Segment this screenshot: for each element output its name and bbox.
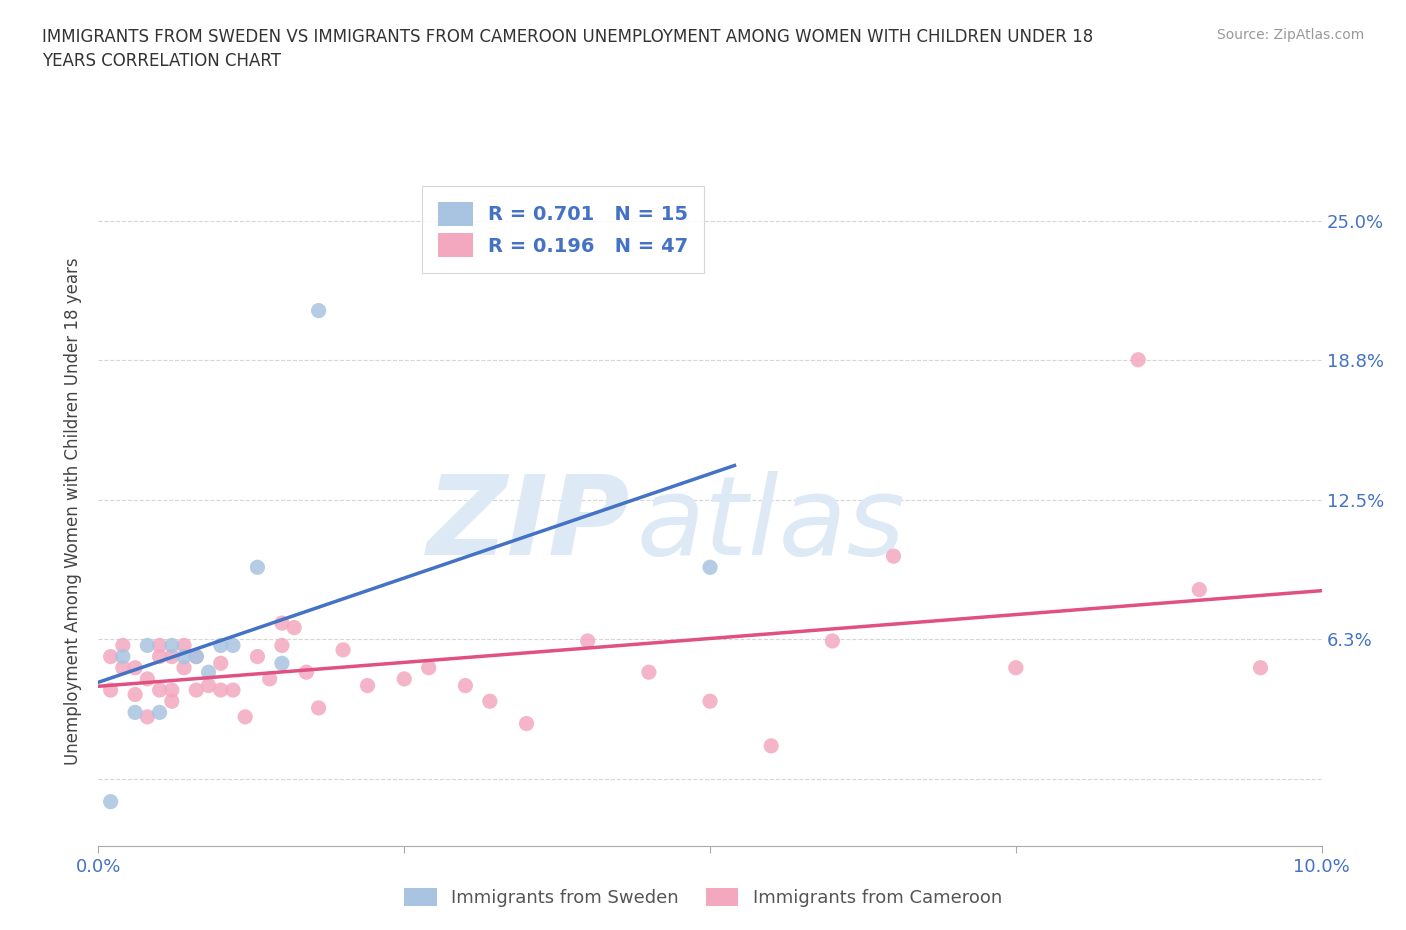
Point	[209, 656, 232, 671]
Point	[124, 705, 146, 720]
Point	[160, 638, 183, 653]
Point	[246, 649, 269, 664]
Legend: Immigrants from Sweden, Immigrants from Cameroon: Immigrants from Sweden, Immigrants from …	[395, 879, 1011, 916]
Point	[270, 616, 292, 631]
Point	[259, 671, 281, 686]
Text: IMMIGRANTS FROM SWEDEN VS IMMIGRANTS FROM CAMEROON UNEMPLOYMENT AMONG WOMEN WITH: IMMIGRANTS FROM SWEDEN VS IMMIGRANTS FRO…	[42, 28, 1094, 70]
Point	[111, 638, 134, 653]
Legend: R = 0.701   N = 15, R = 0.196   N = 47: R = 0.701 N = 15, R = 0.196 N = 47	[422, 186, 704, 272]
Point	[883, 549, 905, 564]
Point	[160, 649, 183, 664]
Point	[1188, 582, 1211, 597]
Point	[149, 683, 172, 698]
Point	[160, 683, 183, 698]
Point	[246, 560, 269, 575]
Point	[637, 665, 661, 680]
Point	[111, 649, 134, 664]
Point	[111, 660, 134, 675]
Point	[222, 638, 245, 653]
Point	[1128, 352, 1150, 367]
Point	[576, 633, 599, 648]
Point	[759, 738, 782, 753]
Point	[149, 638, 172, 653]
Point	[308, 303, 330, 318]
Point	[186, 683, 208, 698]
Point	[197, 665, 219, 680]
Point	[173, 638, 195, 653]
Point	[124, 660, 146, 675]
Point	[173, 649, 195, 664]
Point	[295, 665, 318, 680]
Y-axis label: Unemployment Among Women with Children Under 18 years: Unemployment Among Women with Children U…	[65, 258, 83, 765]
Point	[283, 620, 305, 635]
Point	[186, 649, 208, 664]
Point	[197, 678, 219, 693]
Point	[136, 671, 159, 686]
Point	[270, 656, 292, 671]
Point	[454, 678, 477, 693]
Point	[124, 687, 146, 702]
Point	[136, 638, 159, 653]
Point	[149, 649, 172, 664]
Point	[821, 633, 844, 648]
Point	[699, 560, 721, 575]
Text: Source: ZipAtlas.com: Source: ZipAtlas.com	[1216, 28, 1364, 42]
Point	[1004, 660, 1026, 675]
Point	[516, 716, 538, 731]
Point	[149, 705, 172, 720]
Point	[160, 694, 183, 709]
Point	[699, 694, 721, 709]
Text: atlas: atlas	[637, 472, 905, 578]
Text: ZIP: ZIP	[427, 472, 630, 578]
Point	[270, 638, 292, 653]
Point	[209, 683, 232, 698]
Point	[418, 660, 440, 675]
Point	[222, 683, 245, 698]
Point	[233, 710, 256, 724]
Point	[100, 683, 122, 698]
Point	[186, 649, 208, 664]
Point	[100, 649, 122, 664]
Point	[100, 794, 122, 809]
Point	[209, 638, 232, 653]
Point	[1249, 660, 1271, 675]
Point	[136, 710, 159, 724]
Point	[332, 643, 354, 658]
Point	[173, 660, 195, 675]
Point	[308, 700, 330, 715]
Point	[392, 671, 416, 686]
Point	[478, 694, 501, 709]
Point	[356, 678, 378, 693]
